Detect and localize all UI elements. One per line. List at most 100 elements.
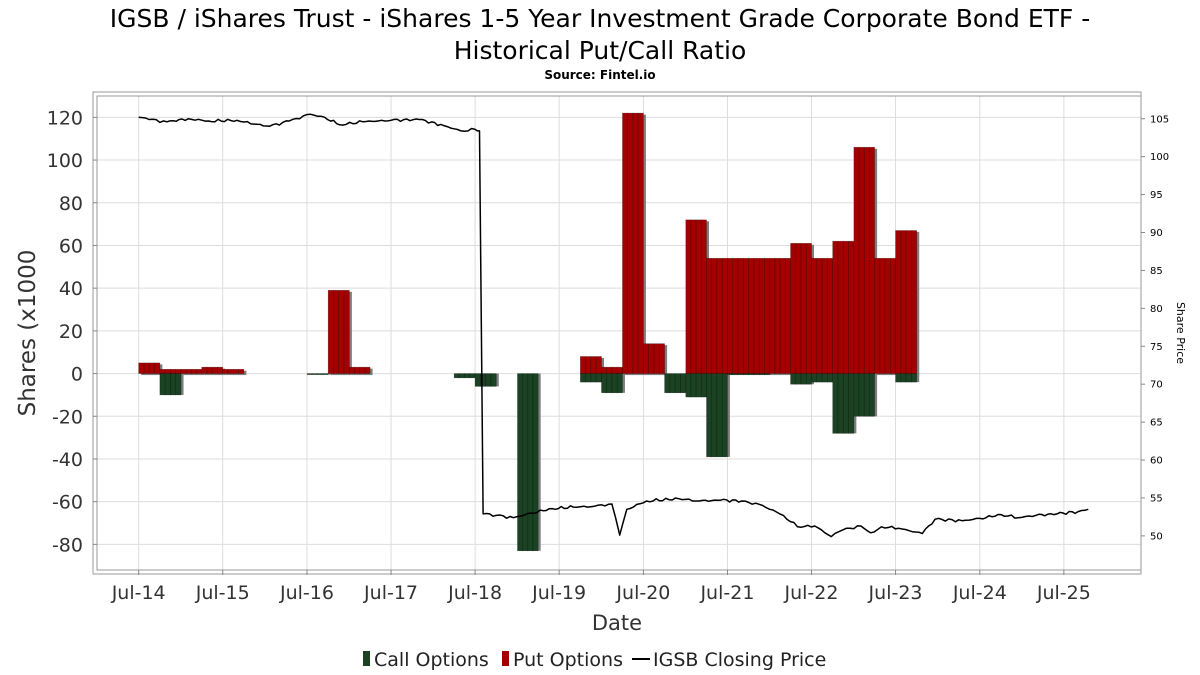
x-tick-label: Jul-21 xyxy=(699,582,754,604)
put-bar-stripe xyxy=(227,368,234,374)
put-bar xyxy=(790,243,812,374)
y-tick-label: 60 xyxy=(59,235,83,257)
call-bar-stripe xyxy=(837,373,844,434)
put-bar-stripe xyxy=(732,257,739,374)
put-bar-stripe xyxy=(611,366,618,374)
x-tick-label: Jul-22 xyxy=(784,582,839,604)
put-bar xyxy=(222,368,245,374)
call-bar-stripe xyxy=(517,373,523,552)
put-bar xyxy=(580,356,602,374)
put-bar-stripe xyxy=(222,368,229,374)
call-bar xyxy=(706,373,728,458)
put-bar-stripe xyxy=(643,343,650,374)
put-bar-stripe xyxy=(837,240,844,374)
call-bar-stripe xyxy=(727,373,734,375)
put-bar-stripe xyxy=(716,257,723,374)
y-axis-ticks: 120 100 80 60 40 20 0 -20 -40 -60 -80 xyxy=(47,107,97,556)
put-bar-stripe xyxy=(585,356,592,374)
x-tick-label: Jul-24 xyxy=(952,582,1007,604)
legend-call-label: Call Options xyxy=(374,649,489,671)
y-tick-label: 80 xyxy=(59,193,83,215)
x-tick-label: Jul-19 xyxy=(531,582,586,604)
x-tick-label: Jul-18 xyxy=(447,582,502,604)
call-bar xyxy=(727,373,749,375)
call-bar-stripe xyxy=(795,373,802,385)
put-bar-stripe xyxy=(148,362,155,374)
call-bar-stripe xyxy=(732,373,739,375)
y2-tick-label: 65 xyxy=(1150,418,1163,429)
call-bar-stripe xyxy=(464,373,471,379)
put-bar-stripe xyxy=(349,366,355,374)
x-tick-label: Jul-15 xyxy=(195,582,250,604)
call-bar-stripe xyxy=(469,373,476,379)
x-axis-ticks: Jul-14 Jul-15 Jul-16 Jul-17 Jul-18 Jul-19 Jul-… xyxy=(111,570,1091,604)
put-bar-stripe xyxy=(879,257,886,374)
y2-tick-label: 50 xyxy=(1150,531,1163,542)
call-bar xyxy=(811,373,833,383)
put-bar-stripe xyxy=(890,257,896,374)
put-bar-stripe xyxy=(206,366,213,374)
put-bar-stripe xyxy=(595,356,602,374)
call-bar xyxy=(601,373,623,394)
call-bar-stripe xyxy=(490,373,497,387)
call-bar xyxy=(790,373,812,385)
put-bar-stripe xyxy=(769,257,776,374)
put-bar-stripe xyxy=(911,230,918,374)
put-bar xyxy=(159,368,182,374)
put-bar-stripe xyxy=(811,257,818,374)
put-bar-stripe xyxy=(327,289,334,374)
call-bar-stripe xyxy=(664,373,671,394)
legend-call-swatch xyxy=(363,651,370,666)
call-bar-stripe xyxy=(669,373,676,394)
call-bar-stripe xyxy=(532,373,539,552)
call-bar xyxy=(159,373,182,396)
put-bar-stripe xyxy=(701,219,707,374)
call-bar xyxy=(580,373,602,383)
put-bar-stripe xyxy=(159,368,166,374)
put-bar-stripe xyxy=(238,368,245,374)
put-bar-stripe xyxy=(233,368,239,374)
call-bar-stripe xyxy=(459,373,465,379)
put-bar xyxy=(601,366,623,374)
y2-axis-label: Share Price xyxy=(1174,302,1187,364)
put-bar-stripe xyxy=(175,368,182,374)
call-bar-stripe xyxy=(706,373,713,458)
y-tick-label: 40 xyxy=(59,278,83,300)
legend-put-swatch xyxy=(502,651,509,666)
put-bar-stripe xyxy=(211,366,218,374)
put-bar-stripe xyxy=(874,257,881,374)
put-bar-stripe xyxy=(601,366,608,374)
put-bar-stripe xyxy=(827,257,833,374)
put-bar-stripe xyxy=(711,257,718,374)
put-bar-stripe xyxy=(853,146,860,374)
call-bar-stripe xyxy=(695,373,702,398)
put-bar-stripe xyxy=(180,368,187,374)
y-tick-label: 20 xyxy=(59,321,83,343)
put-bar-stripe xyxy=(622,112,628,374)
put-bar-stripe xyxy=(338,289,345,374)
put-bar-stripe xyxy=(354,366,361,374)
put-bar-stripe xyxy=(779,257,786,374)
call-bar-stripe xyxy=(580,373,586,383)
call-bar-stripe xyxy=(743,373,749,375)
put-bar-stripe xyxy=(721,257,728,374)
put-bar-stripe xyxy=(196,368,203,374)
call-bar-stripe xyxy=(680,373,687,394)
plot-area-inner xyxy=(96,95,1142,571)
put-bar-stripe xyxy=(706,257,713,374)
y-tick-label: 100 xyxy=(47,150,83,172)
put-bar-stripe xyxy=(138,362,145,374)
put-bar-stripe xyxy=(648,343,655,374)
put-bar xyxy=(895,230,918,374)
call-bar-stripe xyxy=(322,373,329,375)
call-bar-stripe xyxy=(170,373,177,396)
price-line xyxy=(138,113,1089,538)
call-bar-stripe xyxy=(869,373,875,417)
call-bar-stripe xyxy=(716,373,723,458)
legend: Call Options Put Options IGSB Closing Pr… xyxy=(363,649,826,671)
plot-area-outer xyxy=(92,91,1142,575)
call-bar-stripe xyxy=(721,373,728,458)
call-bar-stripe xyxy=(800,373,807,385)
put-bar-stripe xyxy=(895,230,902,374)
put-bar-stripe xyxy=(753,257,760,374)
